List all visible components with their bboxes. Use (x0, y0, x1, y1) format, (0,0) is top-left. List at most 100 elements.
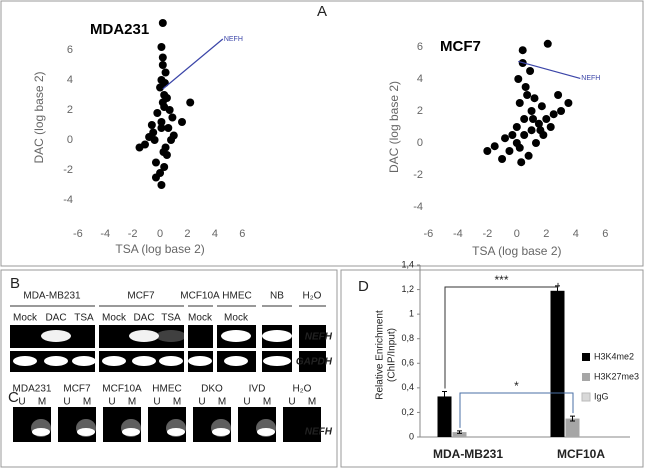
lane-label: DAC (45, 313, 66, 324)
y-tick-label: 0 (409, 431, 414, 441)
gel-sample-label: HMEC (152, 384, 181, 395)
panel-d-frame (340, 269, 644, 468)
lane-label: U (108, 397, 115, 408)
point (521, 83, 530, 91)
point (527, 126, 536, 135)
point (168, 113, 177, 122)
point (527, 107, 536, 115)
point (160, 103, 169, 111)
panel-label: D (358, 278, 369, 295)
panel-bc-frame (0, 269, 338, 468)
x-tick-label: 4 (212, 228, 218, 240)
band (167, 428, 185, 436)
x-tick-label: MDA-MB231 (433, 447, 503, 461)
annotation-label: NEFH (224, 36, 243, 43)
significance-bracket (444, 282, 559, 389)
x-tick-label: 2 (543, 228, 549, 240)
lane-label: M (263, 397, 271, 408)
band (72, 356, 96, 366)
lane-label: M (83, 397, 91, 408)
error-bar (442, 391, 447, 402)
x-axis-label: TSA (log base 2) (472, 244, 561, 258)
point (135, 143, 144, 152)
y-tick-label: 0 (67, 134, 73, 146)
point (164, 124, 173, 132)
gel-group-label: MDA-MB231 (23, 291, 81, 302)
annotation-line (162, 38, 224, 90)
lane-label: U (288, 397, 295, 408)
error-bar (457, 430, 462, 434)
point (530, 94, 539, 103)
legend-label: H3K27me3 (594, 371, 639, 381)
gel-group-label: MCF7 (127, 291, 155, 302)
lane-label: Mock (102, 313, 127, 324)
y-tick-label: 6 (417, 41, 423, 53)
point (537, 102, 546, 111)
x-tick-label: -2 (482, 228, 492, 240)
panel-label: A (317, 3, 327, 20)
point (517, 158, 526, 167)
y-axis-label: Relative Enrichment (375, 310, 386, 400)
y-tick-label: 2 (67, 104, 73, 116)
y-tick-label: 0 (417, 137, 423, 149)
point (520, 115, 529, 123)
lane-label: TSA (161, 313, 181, 324)
x-tick-label: MCF10A (557, 447, 605, 461)
point (153, 109, 162, 117)
lane-label: TSA (74, 313, 94, 324)
point (543, 39, 552, 48)
band (132, 356, 156, 366)
point (160, 163, 169, 171)
lane-label: U (63, 397, 70, 408)
point (167, 136, 176, 144)
gel (283, 407, 321, 442)
point (514, 75, 523, 83)
y-tick-label: 0,4 (401, 382, 414, 392)
y-tick-label: 6 (67, 44, 73, 56)
point (505, 147, 514, 155)
axis-labels: -6 -4 -2 0 2 4 6 -4 -2 0 2 4 6 TSA (log base 2) DAC (l… (387, 41, 608, 258)
point (150, 136, 159, 144)
bar (565, 418, 580, 437)
point (523, 91, 532, 99)
point (536, 126, 545, 135)
legend-swatch (581, 392, 591, 402)
point (512, 123, 521, 131)
band (188, 356, 212, 366)
point (151, 173, 160, 182)
y-tick-label: 0,6 (401, 358, 414, 368)
band (224, 356, 248, 366)
y-axis-label: DAC (log base 2) (32, 71, 46, 163)
lane-label: M (173, 397, 181, 408)
significance-bracket (459, 392, 574, 428)
y-tick-label: 1,4 (401, 259, 414, 269)
y-tick-label: 1 (409, 309, 414, 319)
bar (437, 396, 452, 437)
point (178, 118, 186, 126)
y-tick-label: 0,8 (401, 333, 414, 343)
point (529, 115, 538, 123)
chart-title: MDA231 (90, 21, 149, 38)
annotation-line (518, 60, 581, 79)
gel-group-label: H₂O (303, 291, 322, 302)
annotation-label: NEFH (581, 75, 600, 82)
point (147, 121, 156, 129)
y-tick-label: 1,2 (401, 284, 414, 294)
gene-label: GAPDH (296, 357, 333, 368)
legend-label: H3K4me2 (594, 351, 634, 361)
x-tick-label: -4 (453, 228, 463, 240)
point (515, 99, 524, 107)
point (501, 134, 510, 143)
lane-label: Mock (224, 313, 249, 324)
point (158, 53, 167, 62)
band (221, 330, 251, 342)
point (157, 124, 166, 132)
lane-label: Mock (188, 313, 213, 324)
band (257, 428, 275, 436)
point (515, 143, 524, 152)
y-axis-label: DAC (log base 2) (387, 81, 401, 173)
y-tick-label: -4 (413, 201, 423, 213)
point (534, 119, 543, 128)
panel-label: B (10, 275, 20, 292)
